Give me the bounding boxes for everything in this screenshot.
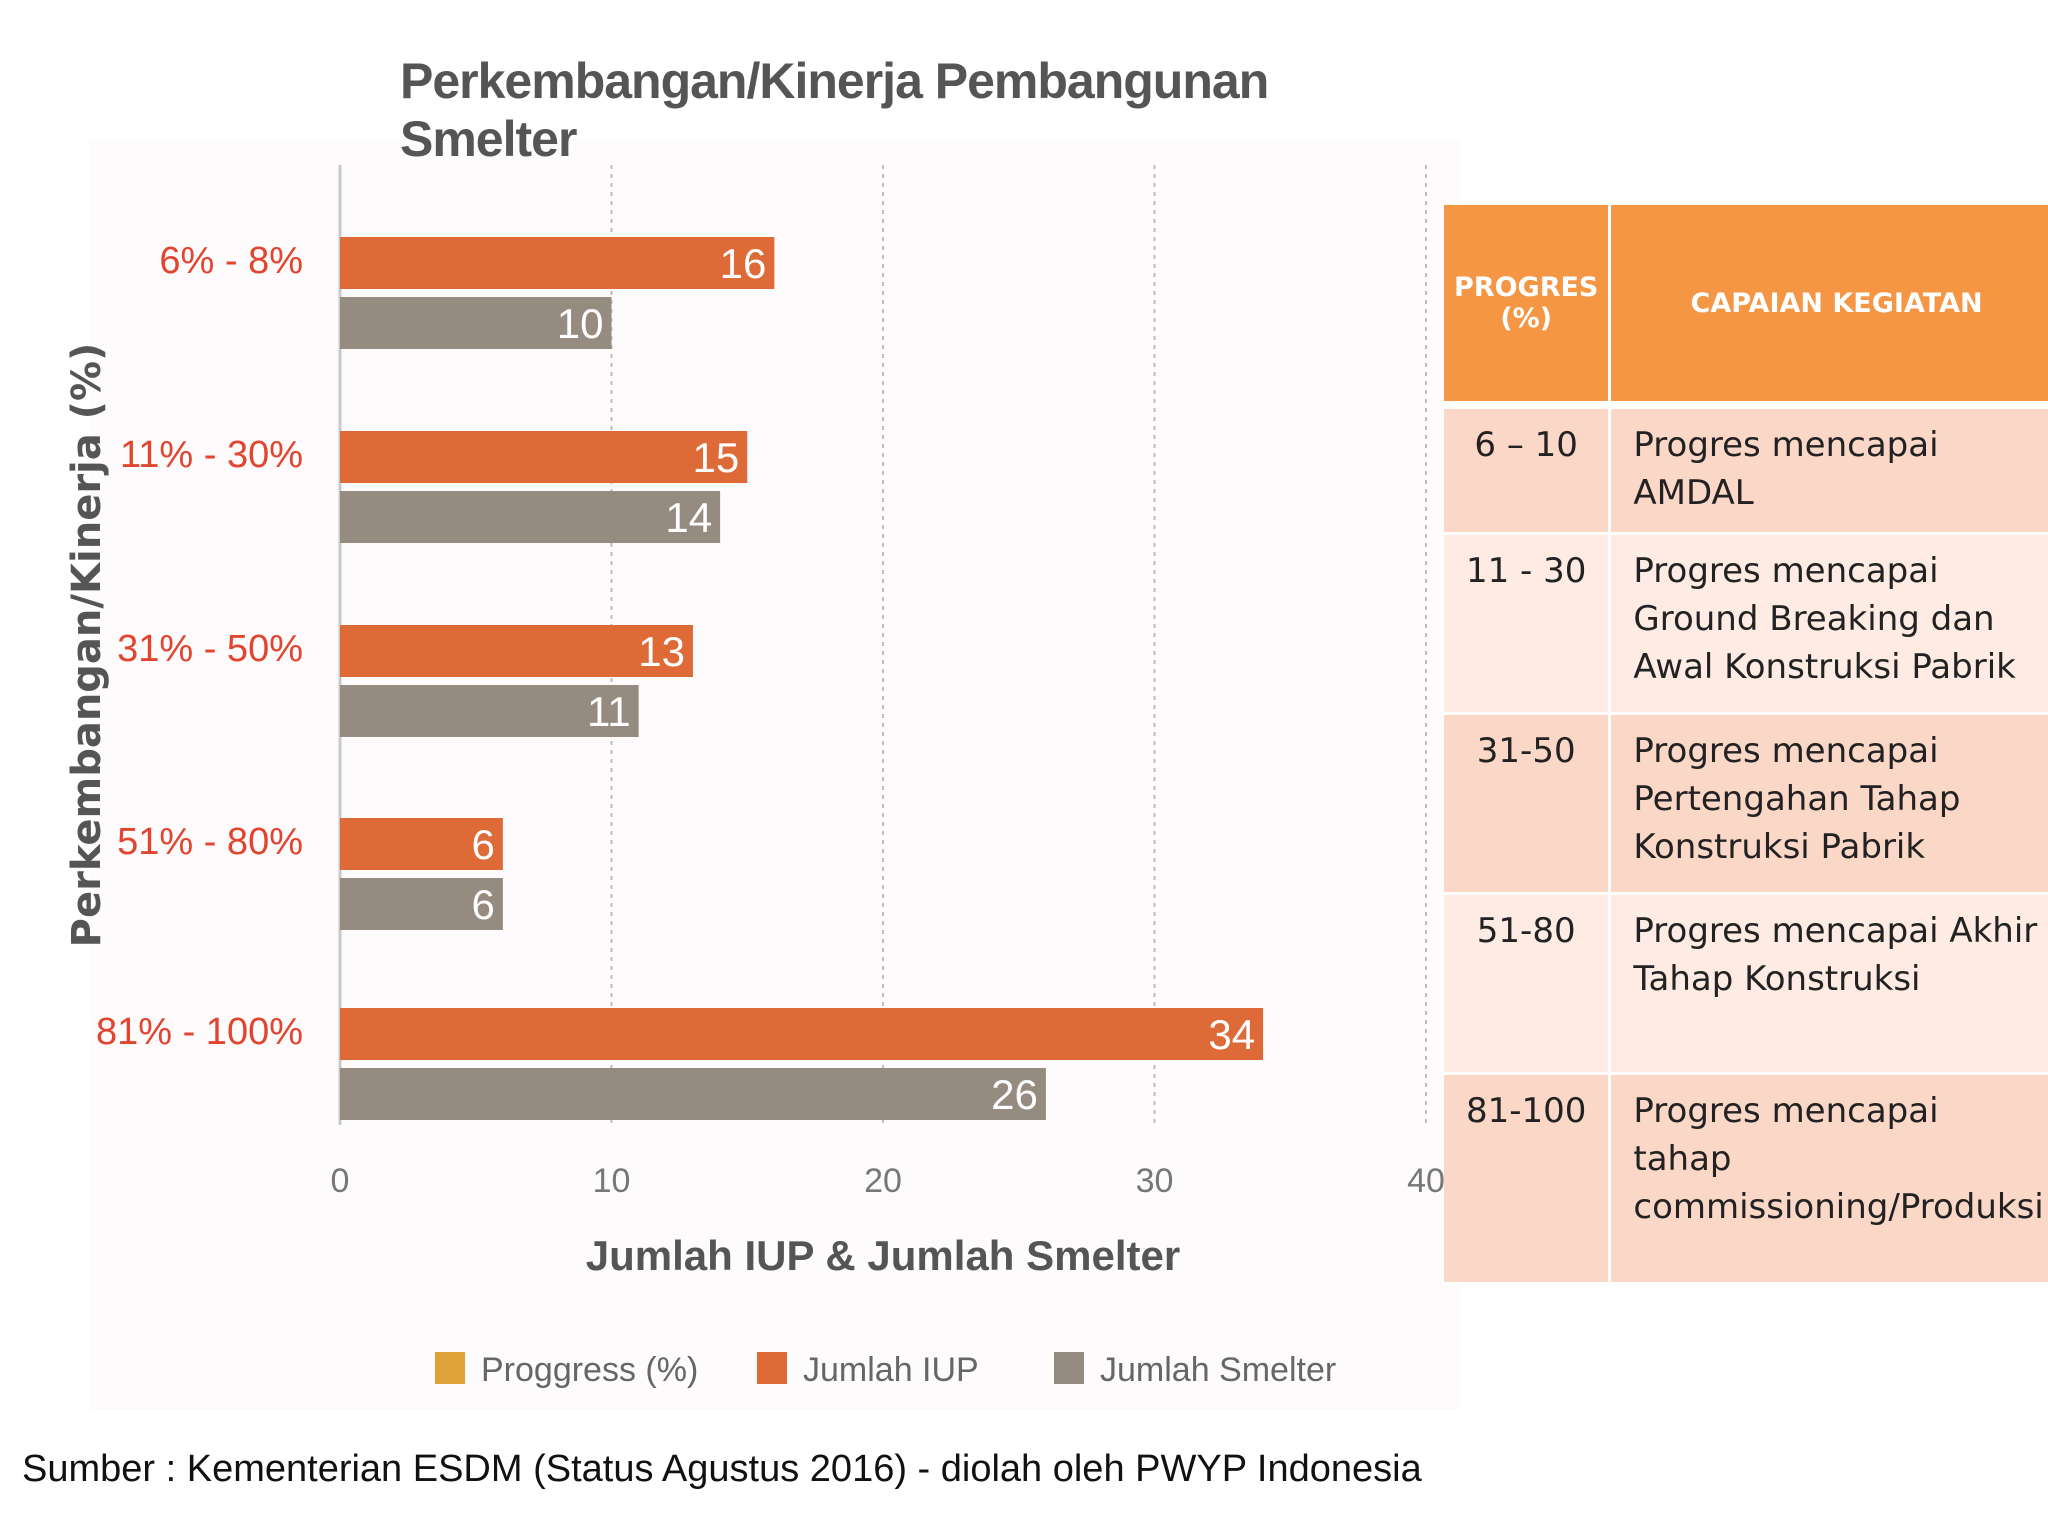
bar-data-label: 10 (557, 300, 604, 347)
bar (340, 491, 721, 543)
table-row: 51-80 Progres mencapai Akhir Tahap Konst… (1444, 895, 2048, 1075)
bar-data-label: 26 (991, 1071, 1038, 1118)
table-cell-range: 6 – 10 (1444, 409, 1612, 535)
progress-table-container: PROGRES (%) CAPAIAN KEGIATAN 6 – 10 Prog… (1444, 205, 2048, 1285)
bar (340, 1008, 1264, 1060)
header-capaian: CAPAIAN KEGIATAN (1611, 205, 2048, 409)
legend-swatch (757, 1352, 787, 1384)
x-tick-label: 20 (864, 1162, 902, 1200)
y-axis-title: Perkembangan/Kinerja (%) (64, 343, 110, 948)
x-axis-title: Jumlah IUP & Jumlah Smelter (586, 1232, 1180, 1279)
bar (340, 237, 775, 289)
category-label: 6% - 8% (159, 240, 303, 282)
table-cell-range: 11 - 30 (1444, 535, 1612, 715)
bar-data-label: 6 (472, 821, 495, 868)
table-cell-range: 81-100 (1444, 1075, 1612, 1285)
bar (340, 1068, 1046, 1120)
category-label: 31% - 50% (117, 628, 303, 670)
progress-table: PROGRES (%) CAPAIAN KEGIATAN 6 – 10 Prog… (1444, 205, 2048, 1285)
bar (340, 818, 503, 870)
bar (340, 625, 693, 677)
chart-background (90, 140, 1460, 1410)
legend-label: Jumlah IUP (803, 1351, 979, 1389)
bar-data-label: 16 (720, 240, 767, 287)
table-cell-desc: Progres mencapai AMDAL (1611, 409, 2048, 535)
legend-label: Jumlah Smelter (1100, 1351, 1336, 1389)
table-header-row: PROGRES (%) CAPAIAN KEGIATAN (1444, 205, 2048, 409)
legend: Proggress (%) Jumlah IUP Jumlah Smelter (435, 1351, 1336, 1389)
table-row: 11 - 30 Progres mencapai Ground Breaking… (1444, 535, 2048, 715)
header-progress: PROGRES (%) (1444, 205, 1612, 409)
x-tick-label: 40 (1407, 1162, 1445, 1200)
table-cell-desc: Progres mencapai Akhir Tahap Konstruksi (1611, 895, 2048, 1075)
bar-data-label: 34 (1208, 1011, 1255, 1058)
bar (340, 878, 503, 930)
legend-swatch (1054, 1352, 1084, 1384)
bar (340, 431, 748, 483)
table-row: 81-100 Progres mencapai tahap commission… (1444, 1075, 2048, 1285)
table-cell-range: 51-80 (1444, 895, 1612, 1075)
legend-swatch (435, 1352, 465, 1384)
bars (340, 237, 1264, 1120)
table-row: 6 – 10 Progres mencapai AMDAL (1444, 409, 2048, 535)
category-label: 51% - 80% (117, 821, 303, 863)
source-note: Sumber : Kementerian ESDM (Status Agustu… (22, 1448, 1422, 1490)
bar-data-label: 11 (587, 688, 631, 735)
table-cell-desc: Progres mencapai tahap commissioning/Pro… (1611, 1075, 2048, 1285)
bar-data-label: 13 (638, 628, 685, 675)
table-cell-desc: Progres mencapai Ground Breaking dan Awa… (1611, 535, 2048, 715)
x-tick-label: 30 (1136, 1162, 1174, 1200)
x-tick-label: 10 (593, 1162, 631, 1200)
bar-data-label: 14 (665, 494, 712, 541)
bar-data-label: 15 (693, 434, 740, 481)
bar-data-label: 6 (472, 881, 495, 928)
legend-label: Proggress (%) (481, 1351, 698, 1389)
category-label: 81% - 100% (96, 1011, 303, 1053)
table-cell-desc: Progres mencapai Pertengahan Tahap Konst… (1611, 715, 2048, 895)
chart-title: Perkembangan/Kinerja Pembangunan Smelter (400, 53, 1269, 167)
category-label: 11% - 30% (120, 434, 303, 476)
bar (340, 297, 612, 349)
bar (340, 685, 639, 737)
table-row: 31-50 Progres mencapai Pertengahan Tahap… (1444, 715, 2048, 895)
table-cell-range: 31-50 (1444, 715, 1612, 895)
x-tick-label: 0 (331, 1162, 350, 1200)
